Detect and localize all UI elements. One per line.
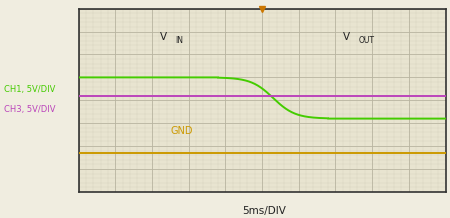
- Text: CH3, 5V/DIV: CH3, 5V/DIV: [4, 105, 55, 114]
- Text: 5ms/DIV: 5ms/DIV: [243, 206, 286, 216]
- Text: GND: GND: [171, 126, 193, 136]
- Text: IN: IN: [175, 36, 183, 45]
- Text: CH1, 5V/DIV: CH1, 5V/DIV: [4, 85, 55, 94]
- Text: V: V: [159, 32, 166, 42]
- Text: V: V: [343, 32, 350, 42]
- Text: OUT: OUT: [358, 36, 374, 45]
